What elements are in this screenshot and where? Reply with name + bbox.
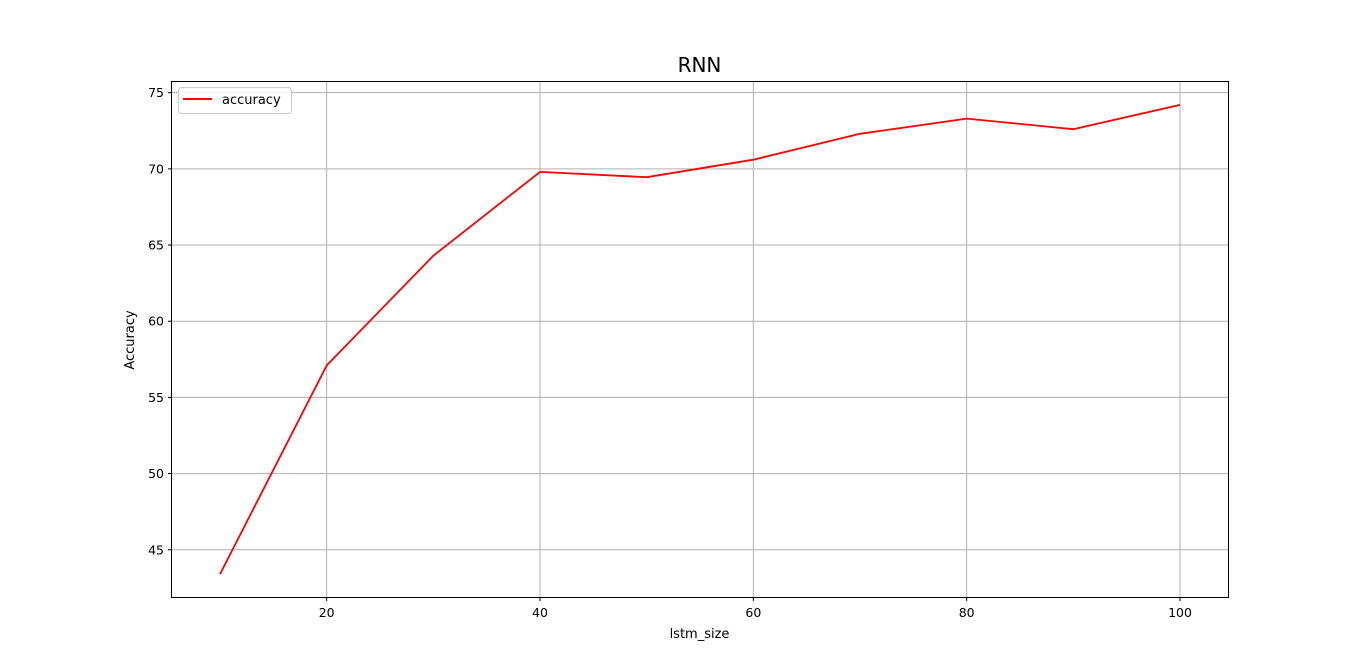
y-tick-label: 45	[148, 542, 164, 557]
y-tick-label: 50	[148, 466, 164, 481]
x-tick-label: 60	[745, 605, 761, 620]
plot-area-frame	[172, 82, 1229, 598]
x-tick-label: 40	[532, 605, 548, 620]
x-tick-label: 100	[1168, 605, 1192, 620]
x-axis-label: lstm_size	[670, 627, 730, 642]
y-tick-label: 70	[148, 161, 164, 176]
y-axis-ticks: 45 50 55 60 65 70 75	[148, 85, 172, 557]
chart-title: RNN	[678, 53, 722, 77]
grid-lines	[172, 82, 1228, 597]
x-tick-label: 80	[959, 605, 975, 620]
y-tick-label: 55	[148, 390, 164, 405]
x-axis-ticks: 20 40 60 80 100	[319, 597, 1192, 620]
data-series	[220, 105, 1180, 574]
legend-entry-accuracy: accuracy	[222, 93, 281, 108]
y-tick-label: 75	[148, 85, 164, 100]
y-axis-label: Accuracy	[123, 310, 138, 370]
y-tick-label: 60	[148, 314, 164, 329]
y-tick-label: 65	[148, 238, 164, 253]
x-tick-label: 20	[319, 605, 335, 620]
series-line-accuracy	[220, 105, 1180, 574]
legend: accuracy	[179, 88, 292, 114]
